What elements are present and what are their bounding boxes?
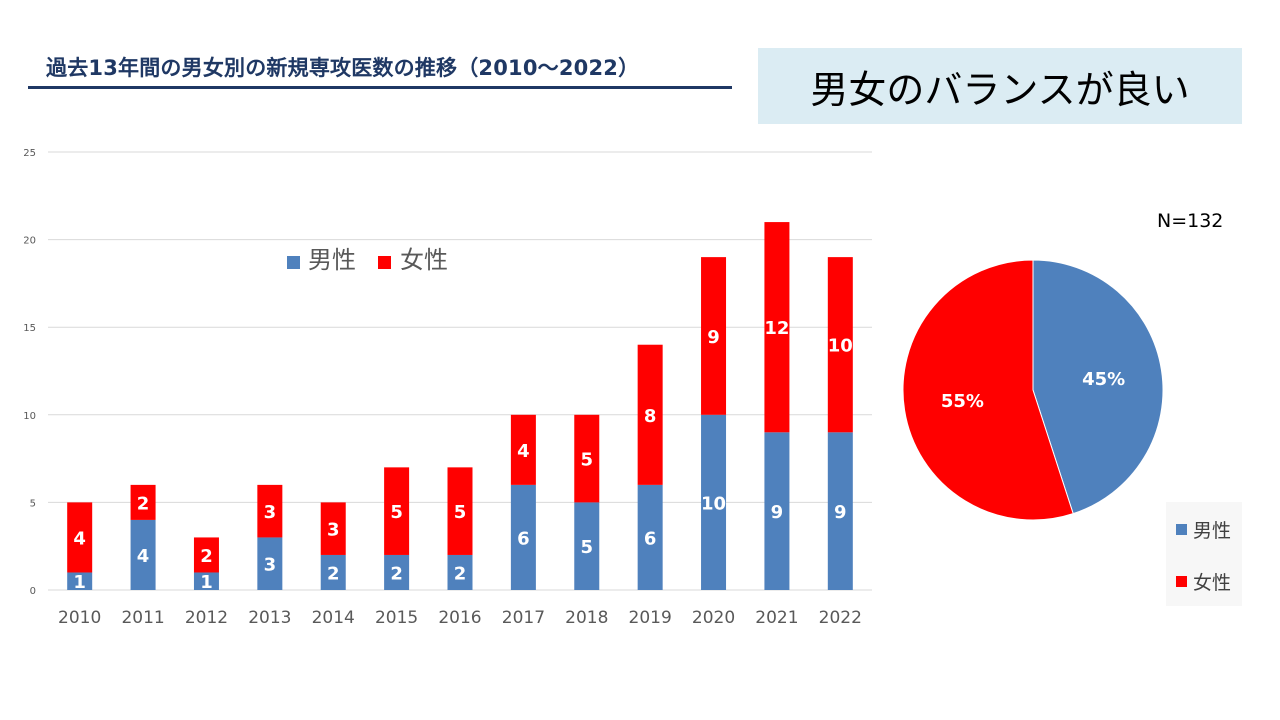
data-label-male-2015: 2 bbox=[390, 563, 403, 584]
data-label-male-2016: 2 bbox=[454, 563, 467, 584]
stacked-bar-chart: 0510152025142010422011122012332013232014… bbox=[23, 148, 872, 628]
bar-female-2017 bbox=[510, 414, 536, 485]
y-tick-label-15: 15 bbox=[23, 323, 36, 334]
pie-label-female: 55% bbox=[941, 391, 984, 412]
x-tick-label-2020: 2020 bbox=[692, 608, 735, 628]
bar-female-2018 bbox=[574, 414, 600, 503]
data-label-male-2018: 5 bbox=[581, 537, 594, 558]
data-label-female-2011: 2 bbox=[137, 493, 150, 514]
data-label-male-2014: 2 bbox=[327, 563, 340, 584]
pie-legend-swatch-male bbox=[1176, 524, 1187, 535]
data-label-male-2011: 4 bbox=[137, 546, 150, 567]
bar-male-2018 bbox=[574, 502, 600, 590]
x-tick-label-2022: 2022 bbox=[819, 608, 862, 628]
x-tick-label-2017: 2017 bbox=[502, 608, 545, 628]
data-label-male-2013: 3 bbox=[264, 555, 277, 576]
bar-male-2014 bbox=[320, 554, 346, 590]
data-label-female-2010: 4 bbox=[73, 528, 86, 549]
data-label-male-2010: 1 bbox=[73, 572, 86, 593]
pie-legend-swatch-female bbox=[1176, 576, 1187, 587]
data-label-male-2021: 9 bbox=[771, 502, 784, 523]
x-tick-label-2015: 2015 bbox=[375, 608, 418, 628]
pie-slice-female bbox=[902, 259, 1074, 521]
bar-female-2015 bbox=[384, 467, 410, 555]
pie-slice-male bbox=[1032, 259, 1164, 515]
bar-female-2013 bbox=[257, 484, 283, 538]
bar-female-2016 bbox=[447, 467, 473, 555]
x-tick-label-2013: 2013 bbox=[248, 608, 291, 628]
data-label-female-2013: 3 bbox=[264, 502, 277, 523]
bar-female-2020 bbox=[701, 257, 727, 415]
bar-male-2020 bbox=[701, 414, 727, 590]
pie-legend-label-male: 男性 bbox=[1193, 520, 1232, 542]
bar-male-2016 bbox=[447, 554, 473, 590]
data-label-female-2019: 8 bbox=[644, 406, 657, 427]
bar-male-2012 bbox=[193, 572, 219, 590]
data-label-male-2019: 6 bbox=[644, 528, 657, 549]
pie-label-male: 45% bbox=[1082, 369, 1125, 390]
bar-male-2011 bbox=[130, 519, 156, 590]
x-tick-label-2018: 2018 bbox=[565, 608, 608, 628]
bar-male-2010 bbox=[67, 572, 93, 590]
y-tick-label-10: 10 bbox=[23, 411, 36, 422]
x-tick-label-2021: 2021 bbox=[755, 608, 798, 628]
title-underline bbox=[28, 86, 732, 89]
y-tick-label-5: 5 bbox=[30, 498, 36, 509]
y-tick-label-20: 20 bbox=[23, 236, 36, 247]
x-tick-label-2011: 2011 bbox=[121, 608, 164, 628]
bar-female-2021 bbox=[764, 222, 790, 433]
bar-female-2010 bbox=[67, 502, 93, 573]
sample-size-label: N=132 bbox=[1157, 210, 1224, 232]
x-tick-label-2010: 2010 bbox=[58, 608, 101, 628]
x-tick-label-2014: 2014 bbox=[312, 608, 355, 628]
legend-label-male: 男性 bbox=[308, 246, 356, 274]
data-label-female-2012: 2 bbox=[200, 546, 213, 567]
pie-legend-label-female: 女性 bbox=[1193, 572, 1232, 594]
data-label-male-2022: 9 bbox=[834, 502, 847, 523]
data-label-female-2017: 4 bbox=[517, 441, 530, 462]
data-label-female-2021: 12 bbox=[764, 318, 789, 339]
x-tick-label-2012: 2012 bbox=[185, 608, 228, 628]
pie-legend: 男性 女性 bbox=[1166, 502, 1242, 606]
data-label-male-2012: 1 bbox=[200, 572, 213, 593]
bar-male-2013 bbox=[257, 537, 283, 590]
legend-swatch-male bbox=[287, 256, 300, 269]
slide-title: 過去13年間の男女別の新規専攻医数の推移（2010～2022） bbox=[46, 56, 640, 80]
data-label-male-2020: 10 bbox=[701, 493, 726, 514]
pie-legend-item-female: 女性 bbox=[1176, 568, 1231, 595]
bar-male-2019 bbox=[637, 484, 663, 590]
bar-male-2021 bbox=[764, 432, 790, 590]
y-tick-label-0: 0 bbox=[30, 586, 36, 597]
data-label-male-2017: 6 bbox=[517, 528, 530, 549]
data-label-female-2016: 5 bbox=[454, 502, 467, 523]
data-label-female-2022: 10 bbox=[828, 336, 853, 357]
legend-label-female: 女性 bbox=[400, 246, 448, 274]
bar-female-2022 bbox=[827, 257, 853, 433]
bar-female-2012 bbox=[193, 537, 219, 573]
bar-female-2014 bbox=[320, 502, 346, 555]
y-tick-label-25: 25 bbox=[23, 148, 36, 159]
data-label-female-2015: 5 bbox=[390, 502, 403, 523]
pie-legend-item-male: 男性 bbox=[1176, 516, 1231, 543]
legend-swatch-female bbox=[378, 256, 391, 269]
bar-female-2019 bbox=[637, 344, 663, 485]
data-label-female-2020: 9 bbox=[707, 327, 720, 348]
bar-female-2011 bbox=[130, 484, 156, 520]
callout-text: 男女のバランスが良い bbox=[810, 67, 1190, 112]
x-tick-label-2019: 2019 bbox=[629, 608, 672, 628]
x-tick-label-2016: 2016 bbox=[438, 608, 481, 628]
bar-male-2017 bbox=[510, 484, 536, 590]
data-label-female-2014: 3 bbox=[327, 520, 340, 541]
callout-box: 男女のバランスが良い bbox=[758, 48, 1242, 124]
bar-male-2022 bbox=[827, 432, 853, 590]
gender-pie-chart: 45% 55% bbox=[902, 259, 1164, 521]
bar-male-2015 bbox=[384, 554, 410, 590]
data-label-female-2018: 5 bbox=[581, 450, 594, 471]
